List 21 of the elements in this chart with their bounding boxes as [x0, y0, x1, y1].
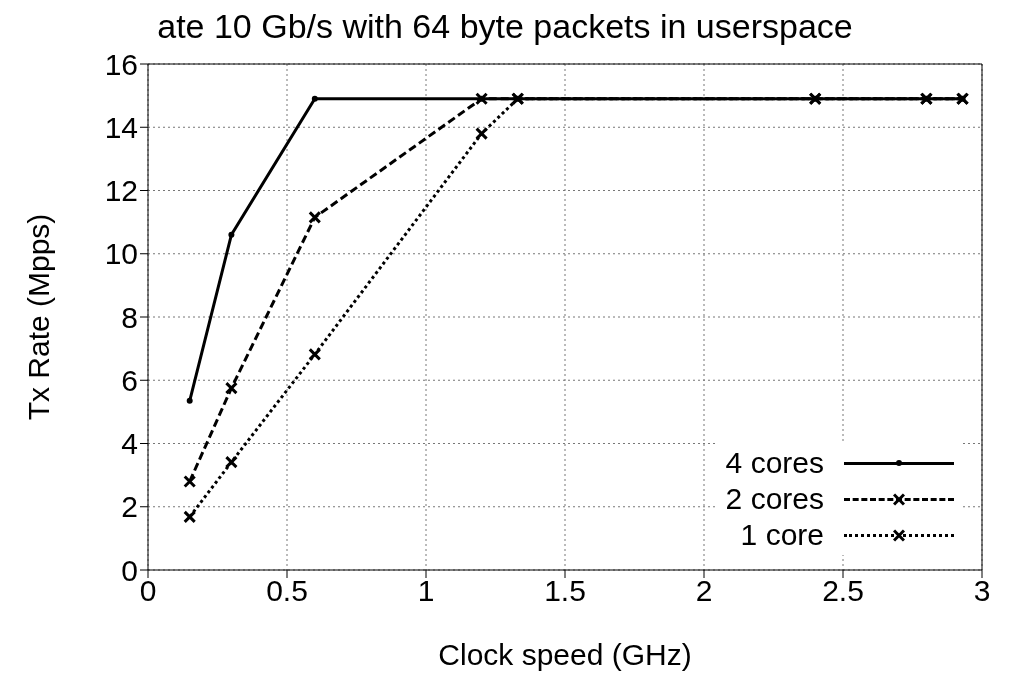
y-tick-label: 10: [104, 237, 138, 271]
y-tick-label: 8: [121, 300, 138, 334]
y-tick-label: 14: [104, 110, 138, 144]
x-tick-label: 1.5: [544, 574, 586, 608]
y-tick-label: 2: [121, 490, 138, 524]
y-tick-label: 16: [104, 47, 138, 81]
legend-label: 4 cores: [725, 445, 824, 481]
y-tick-label: 12: [104, 174, 138, 208]
y-tick-label: 6: [121, 363, 138, 397]
x-axis-title: Clock speed (GHz): [438, 638, 692, 671]
x-tick-label: 0.5: [266, 574, 308, 608]
y-tick-label: 4: [121, 427, 138, 461]
x-tick-label: 1: [417, 574, 435, 608]
x-tick-label: 2: [695, 574, 713, 608]
y-tick-label: 0: [121, 553, 138, 587]
legend-label: 1 core: [740, 517, 824, 553]
x-tick-label: 2.5: [822, 574, 864, 608]
y-axis-title: Tx Rate (Mpps): [21, 213, 55, 421]
chart-title: ate 10 Gb/s with 64 byte packets in userspace: [156, 7, 854, 45]
legend-label: 2 cores: [725, 481, 824, 517]
x-tick-label: 3: [973, 574, 991, 608]
